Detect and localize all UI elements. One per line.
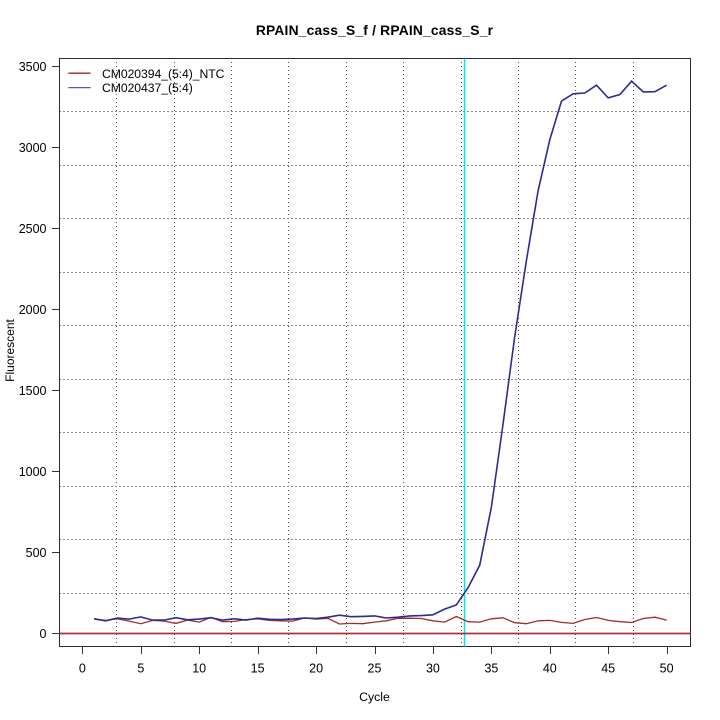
svg-text:RPAIN_cass_S_f / RPAIN_cass_S_: RPAIN_cass_S_f / RPAIN_cass_S_r <box>256 23 494 38</box>
svg-text:1000: 1000 <box>19 465 47 479</box>
svg-text:2000: 2000 <box>19 303 47 317</box>
svg-text:CM020394_(5:4)_NTC: CM020394_(5:4)_NTC <box>102 67 225 81</box>
svg-text:5: 5 <box>137 661 144 675</box>
svg-text:3500: 3500 <box>19 60 47 74</box>
svg-text:20: 20 <box>309 661 323 675</box>
svg-text:CM020437_(5:4): CM020437_(5:4) <box>102 81 193 95</box>
svg-text:3000: 3000 <box>19 141 47 155</box>
svg-text:30: 30 <box>426 661 440 675</box>
svg-text:0: 0 <box>40 627 47 641</box>
svg-text:15: 15 <box>251 661 265 675</box>
svg-text:35: 35 <box>484 661 498 675</box>
svg-text:40: 40 <box>543 661 557 675</box>
svg-text:500: 500 <box>26 546 47 560</box>
svg-text:10: 10 <box>192 661 206 675</box>
svg-text:1500: 1500 <box>19 384 47 398</box>
svg-text:0: 0 <box>79 661 86 675</box>
svg-text:Fluorescent: Fluorescent <box>3 318 17 381</box>
svg-text:2500: 2500 <box>19 222 47 236</box>
svg-text:Cycle: Cycle <box>359 690 390 704</box>
svg-text:45: 45 <box>601 661 615 675</box>
svg-text:25: 25 <box>368 661 382 675</box>
svg-text:50: 50 <box>660 661 674 675</box>
